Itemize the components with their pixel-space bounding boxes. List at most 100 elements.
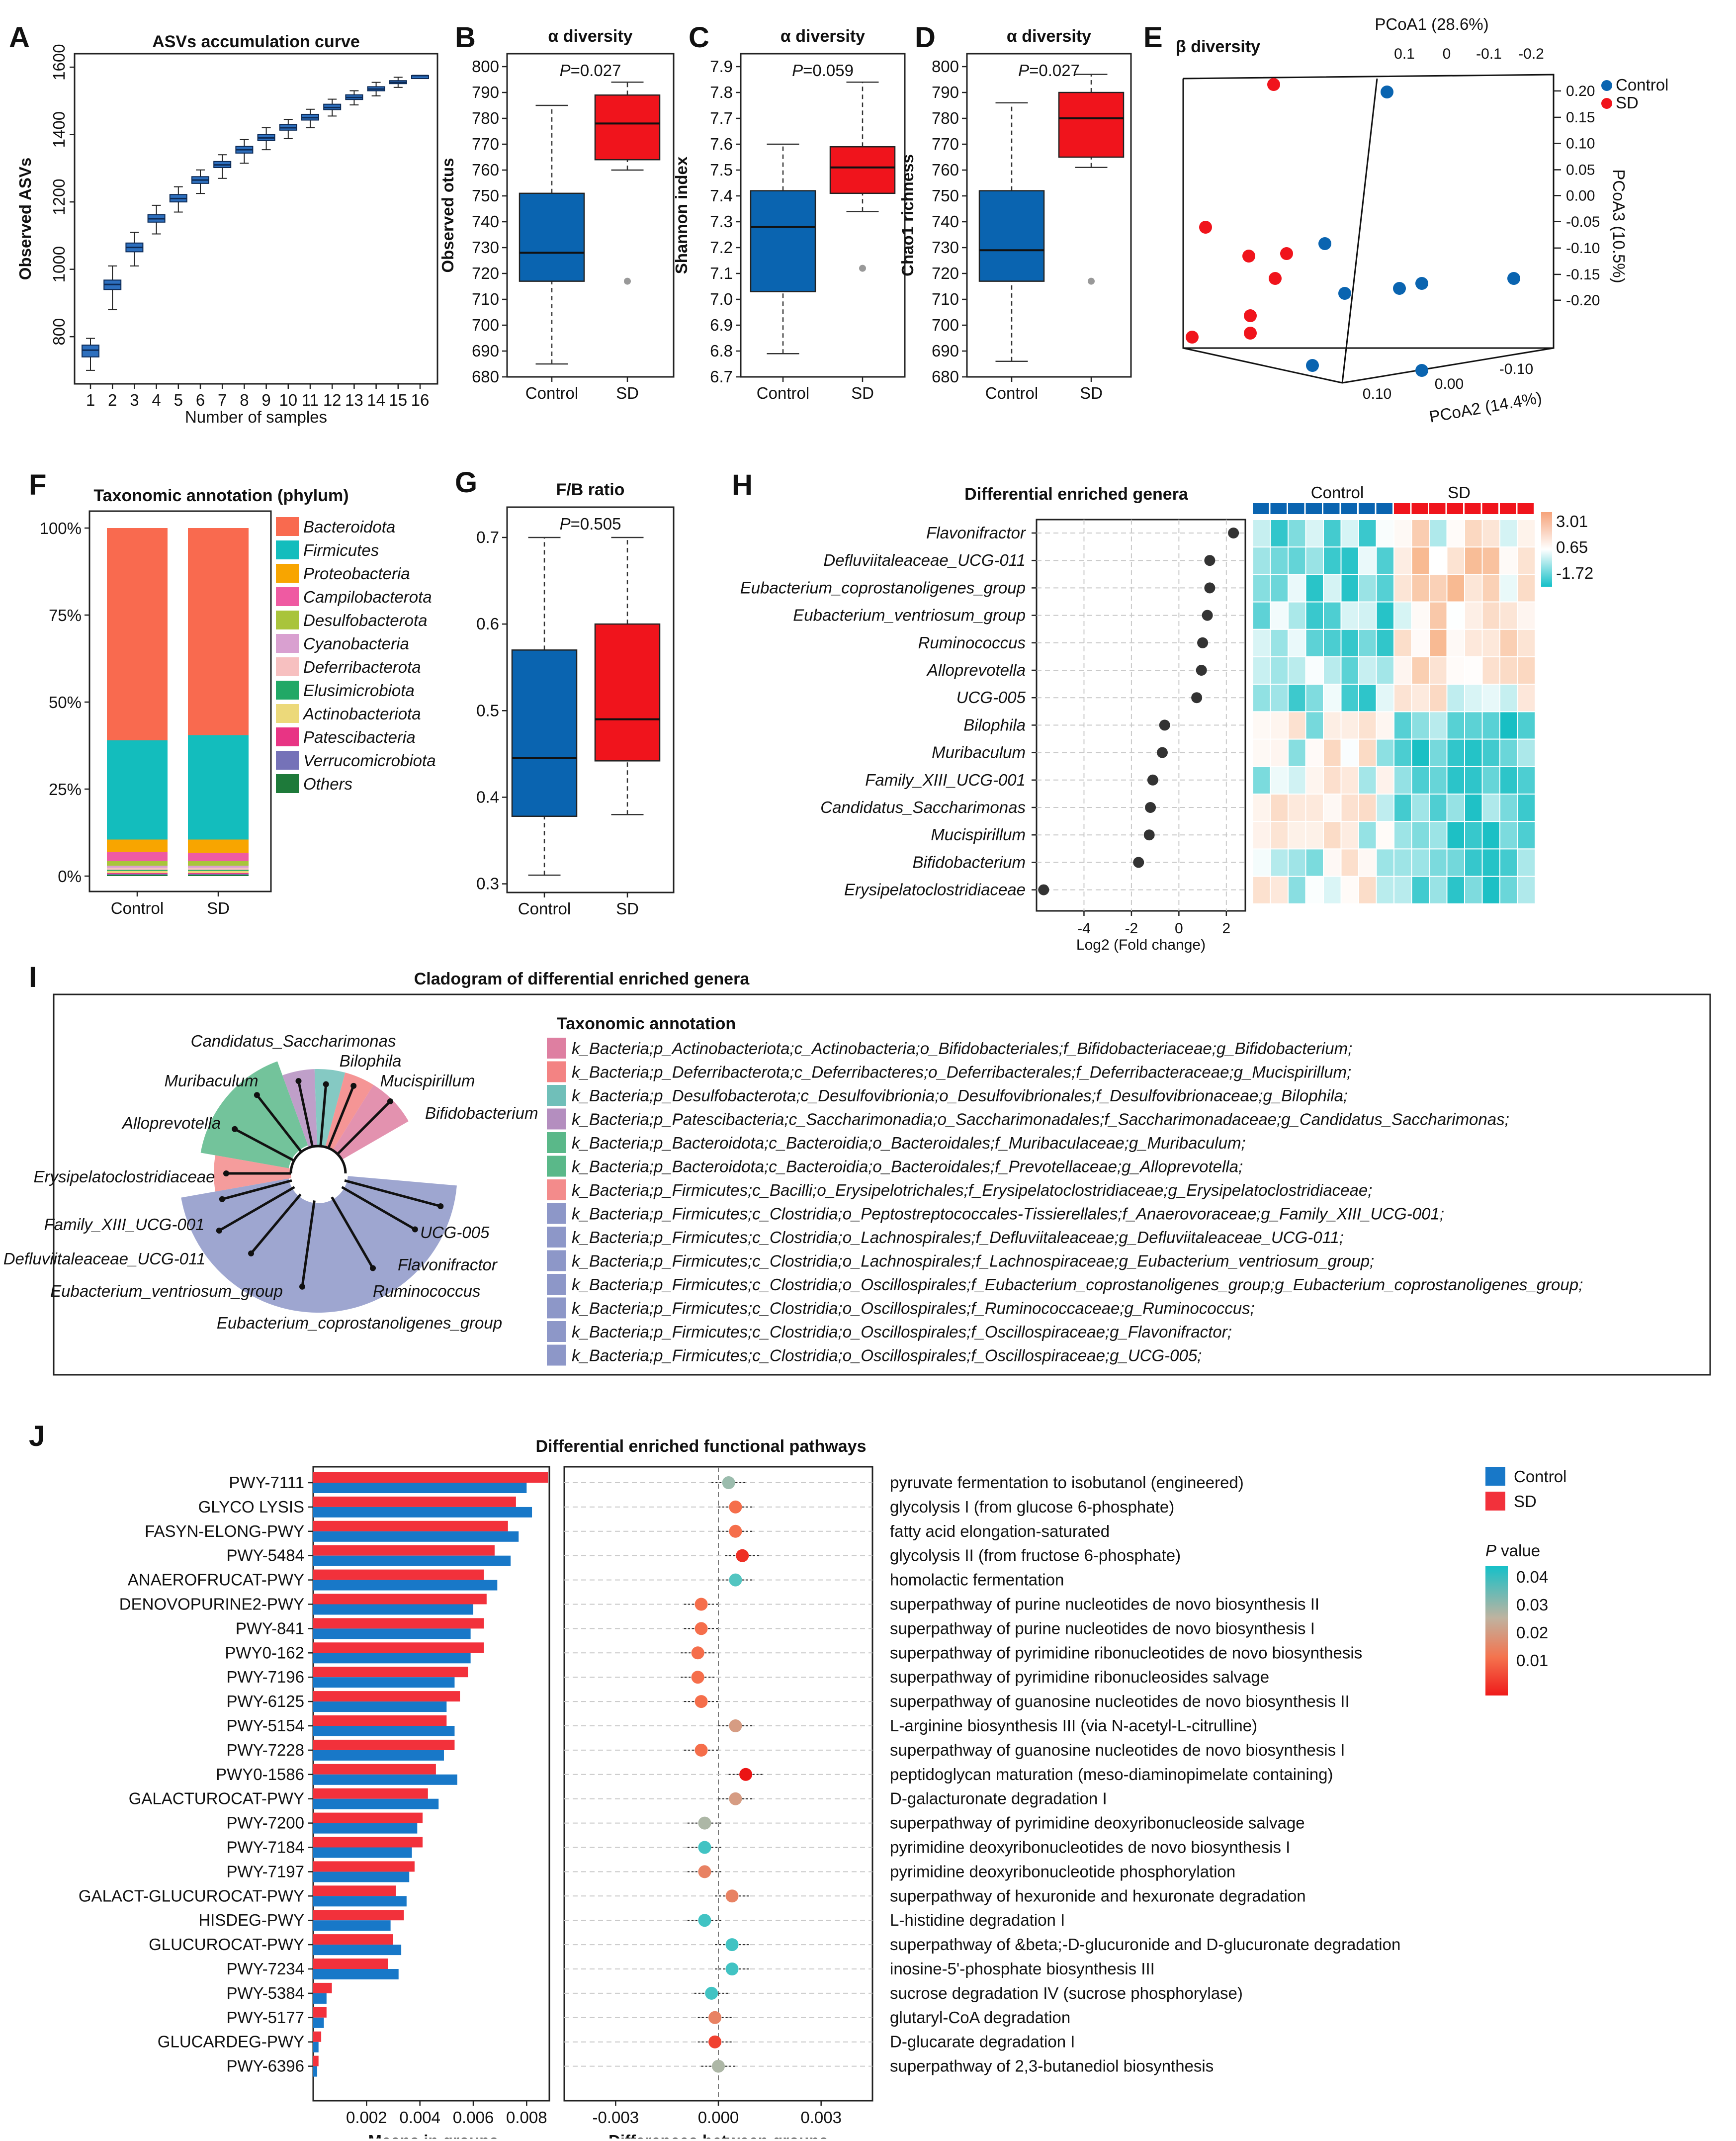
legend-sd-dot xyxy=(1601,98,1612,109)
heatmap-cell xyxy=(1340,546,1359,575)
outlier xyxy=(859,265,866,272)
legend-control-label: Control xyxy=(1514,1467,1566,1486)
cladogram-label: Ruminococcus xyxy=(373,1282,480,1300)
heatmap-cell xyxy=(1270,684,1289,713)
heatmap-cell xyxy=(1446,848,1465,877)
genus-label: Family_XIII_UCG-001 xyxy=(865,771,1026,789)
sd-point xyxy=(1242,250,1255,263)
y-tick-label: 7.2 xyxy=(710,238,733,257)
x-tick-label: Control xyxy=(985,384,1038,402)
heatmap-cell xyxy=(1288,684,1306,713)
y-tick-label: 710 xyxy=(932,290,959,308)
heatmap-cell xyxy=(1429,876,1448,904)
heatmap-cell xyxy=(1429,684,1448,713)
y-tick-label: 0.7 xyxy=(476,528,499,546)
heatmap-cell xyxy=(1411,876,1430,904)
heatmap-cell xyxy=(1305,656,1324,685)
heatmap-cell xyxy=(1393,711,1412,740)
cladogram-label: Bifidobacterium xyxy=(425,1104,538,1122)
sd-point xyxy=(1244,309,1257,322)
heatmap-cell xyxy=(1464,794,1483,822)
genus-label: Candidatus_Saccharimonas xyxy=(820,798,1026,816)
heatmap-cell xyxy=(1393,601,1412,630)
heatmap-cell xyxy=(1481,601,1500,630)
y-tick-label: 7.5 xyxy=(710,161,733,179)
panel-label: J xyxy=(29,1420,45,1452)
heatmap-cell xyxy=(1288,628,1306,658)
annotation-text: k_Bacteria;p_Deferribacterota;c_Deferrib… xyxy=(572,1063,1351,1081)
heatmap-cell xyxy=(1252,574,1271,603)
heatmap-cell xyxy=(1464,821,1483,850)
heatmap-cell xyxy=(1517,519,1536,548)
annotation-swatch xyxy=(547,1203,566,1224)
heatmap-cell xyxy=(1376,684,1394,713)
heatmap-group-bar xyxy=(1500,503,1516,514)
panel-h-differential-genera: H Differential enriched genera -4 -2 0 2 Flavo… xyxy=(732,469,1593,953)
y-tick-label: 720 xyxy=(472,264,499,282)
cladogram-label: Candidatus_Saccharimonas xyxy=(191,1032,396,1050)
heatmap-cell xyxy=(1252,766,1271,795)
pcoa1-tick: -0.1 xyxy=(1476,46,1502,62)
plot-frame xyxy=(88,510,272,892)
heatmap-cell xyxy=(1393,766,1412,795)
bar-sd xyxy=(313,1739,455,1750)
bar-control xyxy=(313,1531,519,1542)
genus-label: Bifidobacterium xyxy=(913,853,1026,871)
heatmap-cell xyxy=(1252,628,1271,658)
heatmap-cell xyxy=(1481,628,1500,658)
annotation-text: k_Bacteria;p_Firmicutes;c_Clostridia;o_L… xyxy=(572,1228,1344,1247)
heatmap-cell xyxy=(1429,794,1448,822)
heatmap-cell xyxy=(1517,821,1536,850)
heatmap-cell xyxy=(1481,848,1500,877)
x-tick-label: -4 xyxy=(1077,920,1091,937)
p-number: =0.027 xyxy=(1029,61,1080,80)
y-tick-label: 50% xyxy=(49,693,82,712)
x-tick-label: SD xyxy=(851,384,874,402)
heatmap-cell xyxy=(1464,738,1483,767)
fold-change-point xyxy=(1191,692,1203,704)
heatmap-cell xyxy=(1411,546,1430,575)
legend-swatch xyxy=(276,634,299,653)
chart-title: α diversity xyxy=(548,27,632,46)
pathway-id: PWY0-162 xyxy=(225,1643,304,1662)
annotation-swatch xyxy=(547,1250,566,1271)
heatmap-group-bar xyxy=(1323,503,1340,514)
box-control xyxy=(519,192,585,282)
pcoa3-tick-label: -0.20 xyxy=(1566,292,1600,309)
heatmap-cell xyxy=(1252,794,1271,822)
heatmap-cell xyxy=(1270,711,1289,740)
pathway-description: peptidoglycan maturation (meso-diaminopi… xyxy=(890,1765,1333,1784)
heatmap-cell xyxy=(1376,601,1394,630)
x-tick-label: SD xyxy=(1080,384,1103,402)
panel-i-cladogram: I Cladogram of differential enriched gene… xyxy=(3,961,1711,1376)
heatmap-cell xyxy=(1481,656,1500,685)
pathway-id: PWY-7184 xyxy=(226,1838,304,1857)
heatmap-cell xyxy=(1252,876,1271,904)
pcoa3-tick-label: 0.05 xyxy=(1566,162,1595,178)
heatmap-cell xyxy=(1340,519,1359,548)
y-tick-label: 7.4 xyxy=(710,186,733,205)
x-tick-label: 0.000 xyxy=(698,2108,739,2127)
panel-label: F xyxy=(29,469,46,501)
y-tick-label: 780 xyxy=(932,109,959,127)
genus-label: Muribaculum xyxy=(932,743,1026,762)
pathway-id: ANAEROFRUCAT-PWY xyxy=(128,1571,304,1589)
pathway-description: L-histidine degradation I xyxy=(890,1911,1065,1929)
bar-sd xyxy=(313,1594,487,1605)
stack-segment-patescibacteria xyxy=(188,873,249,874)
heatmap-cell xyxy=(1340,738,1359,767)
heatmap-cell xyxy=(1340,628,1359,658)
heatmap-cell xyxy=(1393,684,1412,713)
annotation-swatch xyxy=(547,1274,566,1295)
x-tick-label: 6 xyxy=(196,391,205,409)
heatmap-cell xyxy=(1499,601,1518,630)
p-value: P=0.027 xyxy=(1018,61,1080,80)
heatmap-cell xyxy=(1464,711,1483,740)
y-tick-label: 800 xyxy=(472,57,499,76)
bar-control xyxy=(313,2066,318,2077)
panel-label: C xyxy=(689,21,709,54)
heatmap-cell xyxy=(1499,519,1518,548)
legend-swatch xyxy=(276,587,299,606)
